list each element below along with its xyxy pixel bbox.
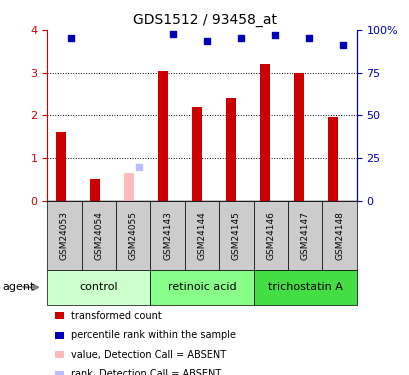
Text: transformed count: transformed count [70, 310, 161, 321]
Text: GSM24055: GSM24055 [128, 211, 137, 260]
Point [271, 32, 278, 38]
Text: GDS1512 / 93458_at: GDS1512 / 93458_at [133, 13, 276, 27]
Point [305, 34, 312, 40]
Text: GSM24144: GSM24144 [197, 211, 206, 260]
Bar [90, 179, 100, 201]
Bar [259, 64, 269, 201]
Bar [327, 117, 337, 201]
Text: agent: agent [2, 282, 34, 292]
Text: GSM24054: GSM24054 [94, 211, 103, 260]
Bar [225, 98, 235, 201]
Text: GSM24148: GSM24148 [334, 211, 343, 260]
Text: rank, Detection Call = ABSENT: rank, Detection Call = ABSENT [70, 369, 220, 375]
Text: trichostatin A: trichostatin A [267, 282, 342, 292]
Text: GSM24143: GSM24143 [163, 211, 172, 260]
Text: GSM24146: GSM24146 [265, 211, 274, 260]
Point [135, 164, 142, 170]
Point [67, 34, 74, 40]
Bar [157, 70, 168, 201]
Text: GSM24145: GSM24145 [231, 211, 240, 260]
Point [169, 31, 176, 37]
Point [339, 42, 346, 48]
Point [237, 34, 244, 40]
Text: value, Detection Call = ABSENT: value, Detection Call = ABSENT [70, 350, 225, 360]
Text: GSM24147: GSM24147 [300, 211, 309, 260]
Bar [124, 173, 134, 201]
Point [203, 38, 210, 44]
Text: control: control [79, 282, 118, 292]
Text: percentile rank within the sample: percentile rank within the sample [70, 330, 235, 340]
Bar [191, 107, 201, 201]
Bar [56, 132, 66, 201]
Text: GSM24053: GSM24053 [60, 211, 69, 260]
Bar [293, 73, 303, 201]
Text: retinoic acid: retinoic acid [167, 282, 236, 292]
